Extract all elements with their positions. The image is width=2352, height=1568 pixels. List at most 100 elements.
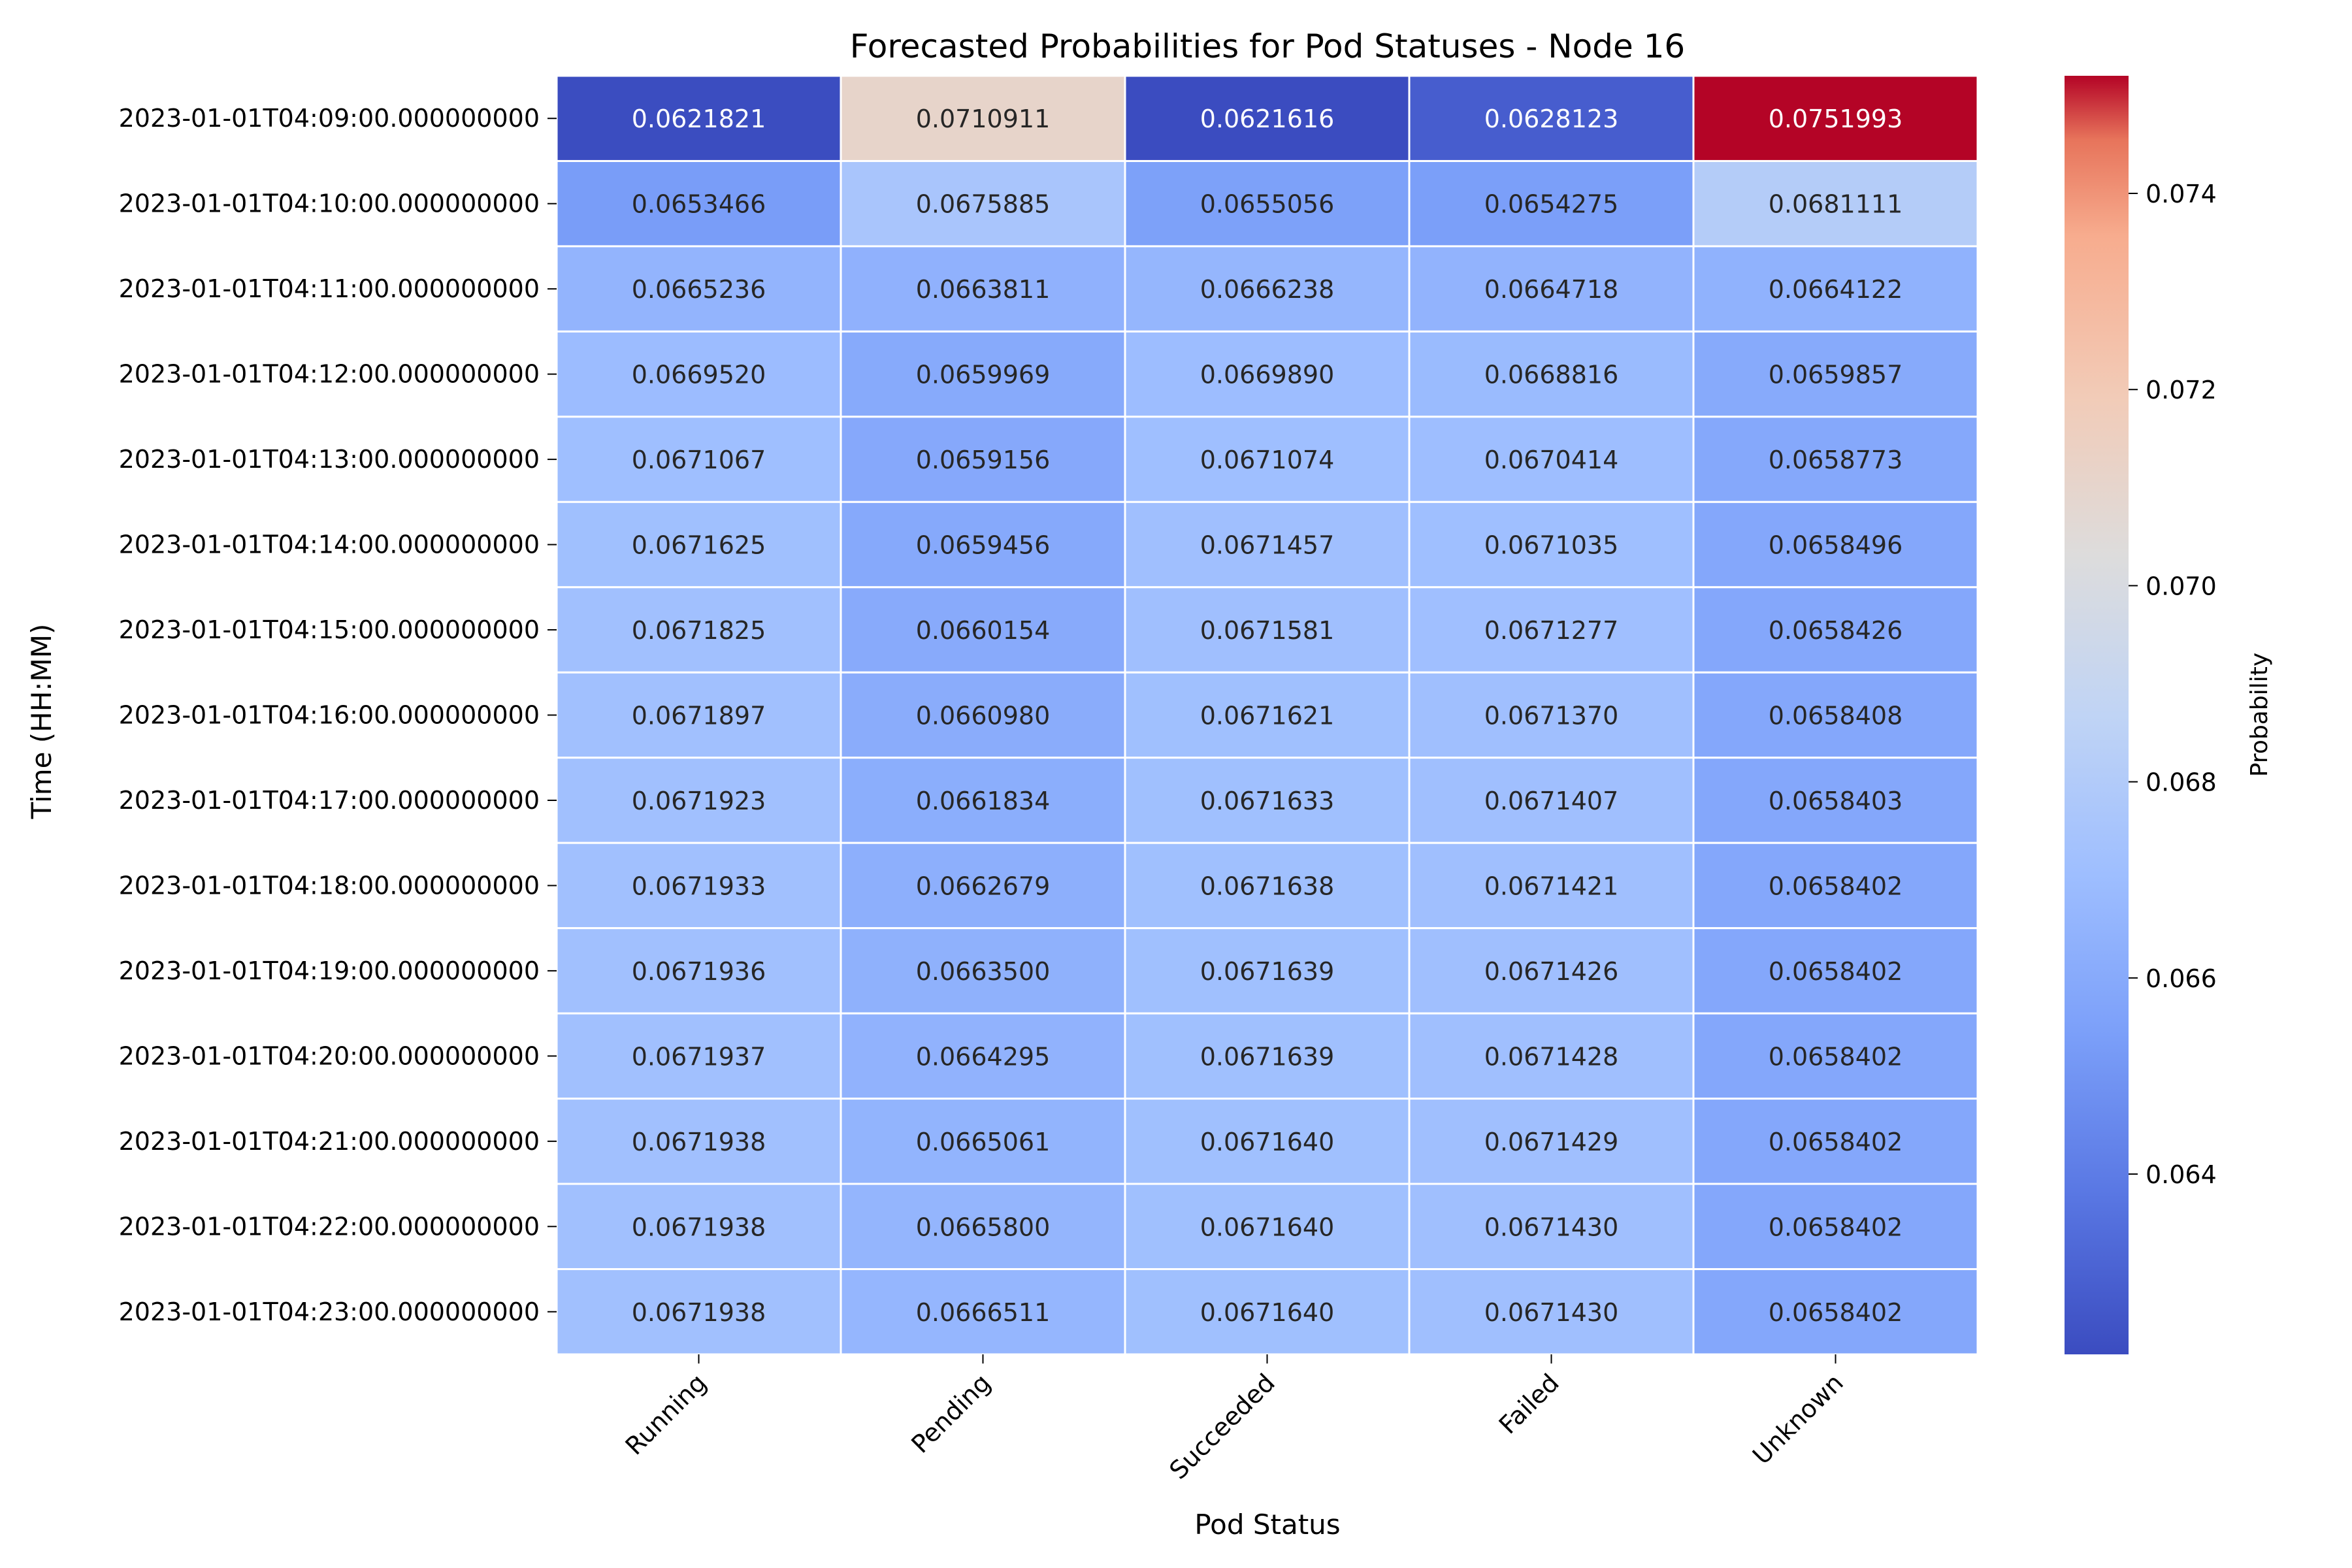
y-tick-label: 2023-01-01T04:17:00.000000000 [119,786,540,815]
heatmap-cell [1692,159,1979,248]
heatmap-cell [1124,159,1411,248]
heatmap-cell [1692,671,1979,759]
heatmap-cell [840,671,1126,759]
heatmap-cell [840,330,1126,418]
colorbar-tick-label: 0.072 [2146,376,2217,404]
heatmap-cell [1124,416,1411,503]
cell-value-label: 0.0671035 [1484,531,1619,560]
cell-value-label: 0.0671639 [1200,1042,1335,1071]
colorbar-tick-label: 0.070 [2146,572,2217,600]
heatmap-cell [1124,500,1411,589]
heatmap-cell [1124,841,1411,930]
cell-value-label: 0.0658496 [1769,531,1903,560]
heatmap-cell [1124,330,1411,418]
colorbar-tick-label: 0.074 [2146,180,2217,208]
heatmap-cell [840,841,1126,930]
heatmap-cell [1408,671,1695,759]
cell-value-label: 0.0659857 [1769,361,1903,389]
heatmap-cell [1124,74,1411,162]
y-tick-label: 2023-01-01T04:22:00.000000000 [119,1212,540,1241]
cell-value-label: 0.0655056 [1200,190,1335,219]
cell-value-label: 0.0671936 [632,957,766,986]
cell-value-label: 0.0668816 [1484,361,1619,389]
cell-value-label: 0.0658773 [1769,446,1903,474]
heatmap-cell [555,1098,842,1185]
y-tick-label: 2023-01-01T04:23:00.000000000 [119,1298,540,1326]
heatmap-cell [840,757,1126,844]
heatmap-cell [1124,1268,1411,1356]
y-tick-label: 2023-01-01T04:09:00.000000000 [119,104,540,133]
y-tick-label: 2023-01-01T04:11:00.000000000 [119,274,540,303]
heatmap-cell [840,74,1126,162]
heatmap-cell [1692,500,1979,589]
colorbar: 0.064 0.066 0.068 0.070 0.072 0.074 Probabili… [2065,76,2273,1354]
cell-value-label: 0.0671938 [632,1213,766,1241]
heatmap-cell [1408,74,1695,162]
y-tick-label: 2023-01-01T04:14:00.000000000 [119,531,540,559]
cell-value-label: 0.0671640 [1200,1128,1335,1156]
cell-value-label: 0.0669520 [632,361,766,389]
colorbar-gradient [2065,76,2129,1354]
cell-value-label: 0.0664122 [1769,275,1903,304]
cell-value-label: 0.0658408 [1769,702,1903,730]
cell-value-label: 0.0659969 [916,361,1051,389]
cell-value-label: 0.0658402 [1769,1128,1903,1156]
heatmap-cells: 0.0621821 0.0710911 0.0621616 0.0628123 0.07… [555,74,1979,1356]
cell-value-label: 0.0671421 [1484,872,1619,900]
cell-value-label: 0.0671938 [632,1298,766,1327]
cell-value-label: 0.0669890 [1200,361,1335,389]
cell-value-label: 0.0670414 [1484,446,1619,474]
heatmap-cell [1408,841,1695,930]
heatmap-cell [840,245,1126,333]
heatmap-cell [1408,1012,1695,1100]
cell-value-label: 0.0671825 [632,616,766,645]
cell-value-label: 0.0666238 [1200,275,1335,304]
x-tick-label: Unknown [1747,1368,1849,1470]
cell-value-label: 0.0671640 [1200,1298,1335,1327]
y-tick-label: 2023-01-01T04:20:00.000000000 [119,1041,540,1070]
cell-value-label: 0.0671581 [1200,616,1335,645]
cell-value-label: 0.0671429 [1484,1128,1619,1156]
heatmap-cell [840,1183,1126,1271]
cell-value-label: 0.0671938 [632,1128,766,1156]
cell-value-label: 0.0671370 [1484,702,1619,730]
heatmap-cell [555,671,842,759]
heatmap-cell [1692,1268,1979,1356]
cell-value-label: 0.0671897 [632,702,766,730]
heatmap-cell [1692,416,1979,503]
heatmap-cell [555,416,842,503]
heatmap-cell [555,927,842,1015]
heatmap-cell [1408,245,1695,333]
cell-value-label: 0.0671625 [632,531,766,560]
heatmap-cell [1692,1098,1979,1185]
cell-value-label: 0.0671933 [632,872,766,900]
cell-value-label: 0.0671426 [1484,957,1619,986]
heatmap-cell [555,841,842,930]
cell-value-label: 0.0675885 [916,190,1051,219]
cell-value-label: 0.0671074 [1200,446,1335,474]
heatmap-cell [555,159,842,248]
cell-value-label: 0.0671407 [1484,787,1619,815]
heatmap-cell [1692,841,1979,930]
x-axis-label: Pod Status [1194,1509,1340,1541]
cell-value-label: 0.0665236 [632,275,766,304]
x-tick-label: Failed [1494,1368,1565,1439]
heatmap-cell [1408,500,1695,589]
cell-value-label: 0.0671638 [1200,872,1335,900]
heatmap-cell [840,1268,1126,1356]
colorbar-tick-label: 0.064 [2146,1160,2217,1189]
y-tick-labels: 2023-01-01T04:09:00.000000000 2023-01-01T… [119,104,557,1326]
cell-value-label: 0.0671277 [1484,616,1619,645]
cell-value-label: 0.0659156 [916,446,1051,474]
x-tick-labels: Running Pending Succeeded Failed Unknown [620,1354,1849,1485]
cell-value-label: 0.0659456 [916,531,1051,560]
cell-value-label: 0.0666511 [916,1298,1051,1327]
x-tick-label: Pending [906,1368,996,1459]
colorbar-tick-label: 0.066 [2146,964,2217,993]
heatmap-cell [1408,1098,1695,1185]
chart-title: Forecasted Probabilities for Pod Statuse… [850,27,1686,65]
cell-value-label: 0.0658402 [1769,957,1903,986]
cell-value-label: 0.0671937 [632,1042,766,1071]
cell-value-label: 0.0658402 [1769,1042,1903,1071]
